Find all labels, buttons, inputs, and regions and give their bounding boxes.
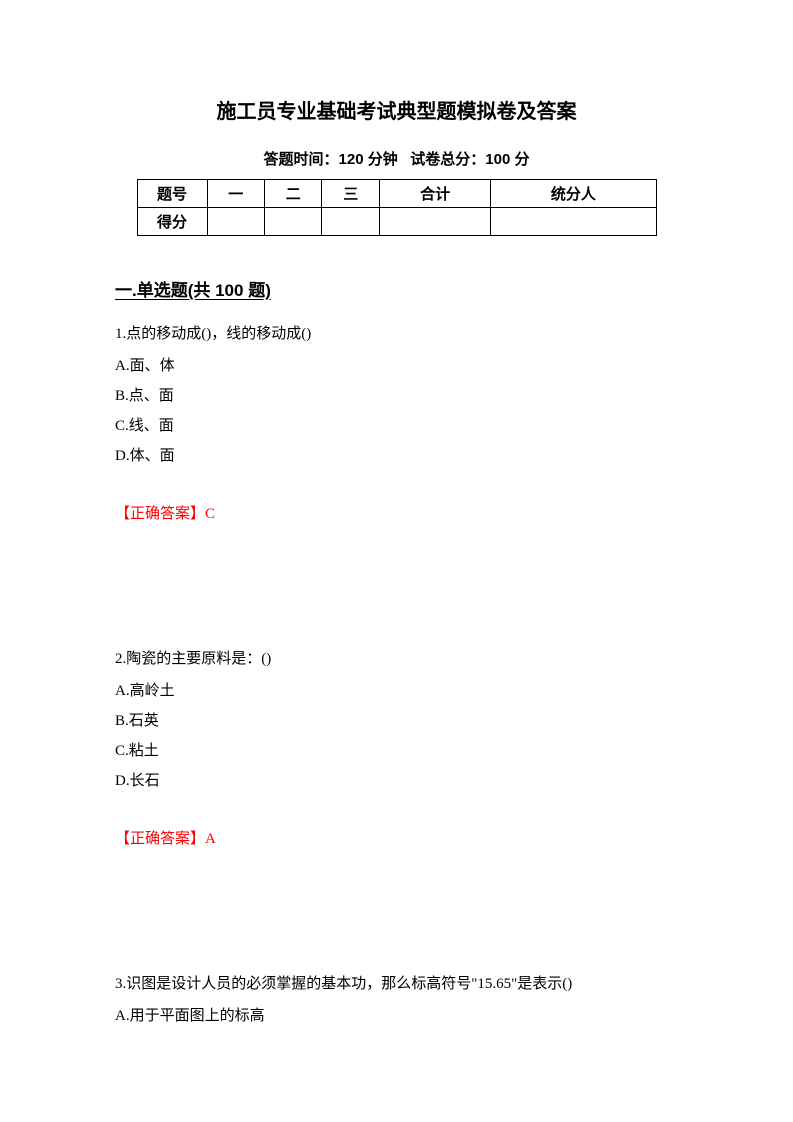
option: C.粘土 [115, 736, 678, 766]
option: C.线、面 [115, 411, 678, 441]
table-cell [264, 208, 321, 236]
table-cell: 三 [322, 180, 379, 208]
score-table: 题号 一 二 三 合计 统分人 得分 [137, 179, 657, 236]
table-row: 得分 [137, 208, 656, 236]
question-text: 3.识图是设计人员的必须掌握的基本功，那么标高符号"15.65"是表示() [115, 969, 678, 999]
option: A.高岭土 [115, 676, 678, 706]
score-label: 试卷总分： [410, 151, 485, 168]
table-cell [207, 208, 264, 236]
subtitle: 答题时间：120 分钟 试卷总分：100 分 [115, 148, 678, 169]
score-value: 100 分 [485, 151, 529, 168]
question-block: 1.点的移动成()，线的移动成() A.面、体 B.点、面 C.线、面 D.体、… [115, 319, 678, 529]
table-cell [322, 208, 379, 236]
section-heading: 一.单选题(共 100 题) [115, 276, 678, 301]
question-text: 1.点的移动成()，线的移动成() [115, 319, 678, 349]
table-cell: 题号 [137, 180, 207, 208]
option: B.石英 [115, 706, 678, 736]
option: B.点、面 [115, 381, 678, 411]
table-cell [379, 208, 490, 236]
option: D.长石 [115, 766, 678, 796]
table-cell: 合计 [379, 180, 490, 208]
answer: 【正确答案】A [115, 824, 678, 854]
table-cell: 一 [207, 180, 264, 208]
time-label: 答题时间： [264, 151, 339, 168]
table-row: 题号 一 二 三 合计 统分人 [137, 180, 656, 208]
option: D.体、面 [115, 441, 678, 471]
time-value: 120 分钟 [339, 151, 398, 168]
option: A.用于平面图上的标高 [115, 1001, 678, 1031]
question-block: 3.识图是设计人员的必须掌握的基本功，那么标高符号"15.65"是表示() A.… [115, 969, 678, 1031]
table-cell [491, 208, 656, 236]
question-text: 2.陶瓷的主要原料是：() [115, 644, 678, 674]
answer: 【正确答案】C [115, 499, 678, 529]
table-cell: 二 [264, 180, 321, 208]
table-cell: 统分人 [491, 180, 656, 208]
page-title: 施工员专业基础考试典型题模拟卷及答案 [115, 95, 678, 124]
table-cell: 得分 [137, 208, 207, 236]
option: A.面、体 [115, 351, 678, 381]
question-block: 2.陶瓷的主要原料是：() A.高岭土 B.石英 C.粘土 D.长石 【正确答案… [115, 644, 678, 854]
